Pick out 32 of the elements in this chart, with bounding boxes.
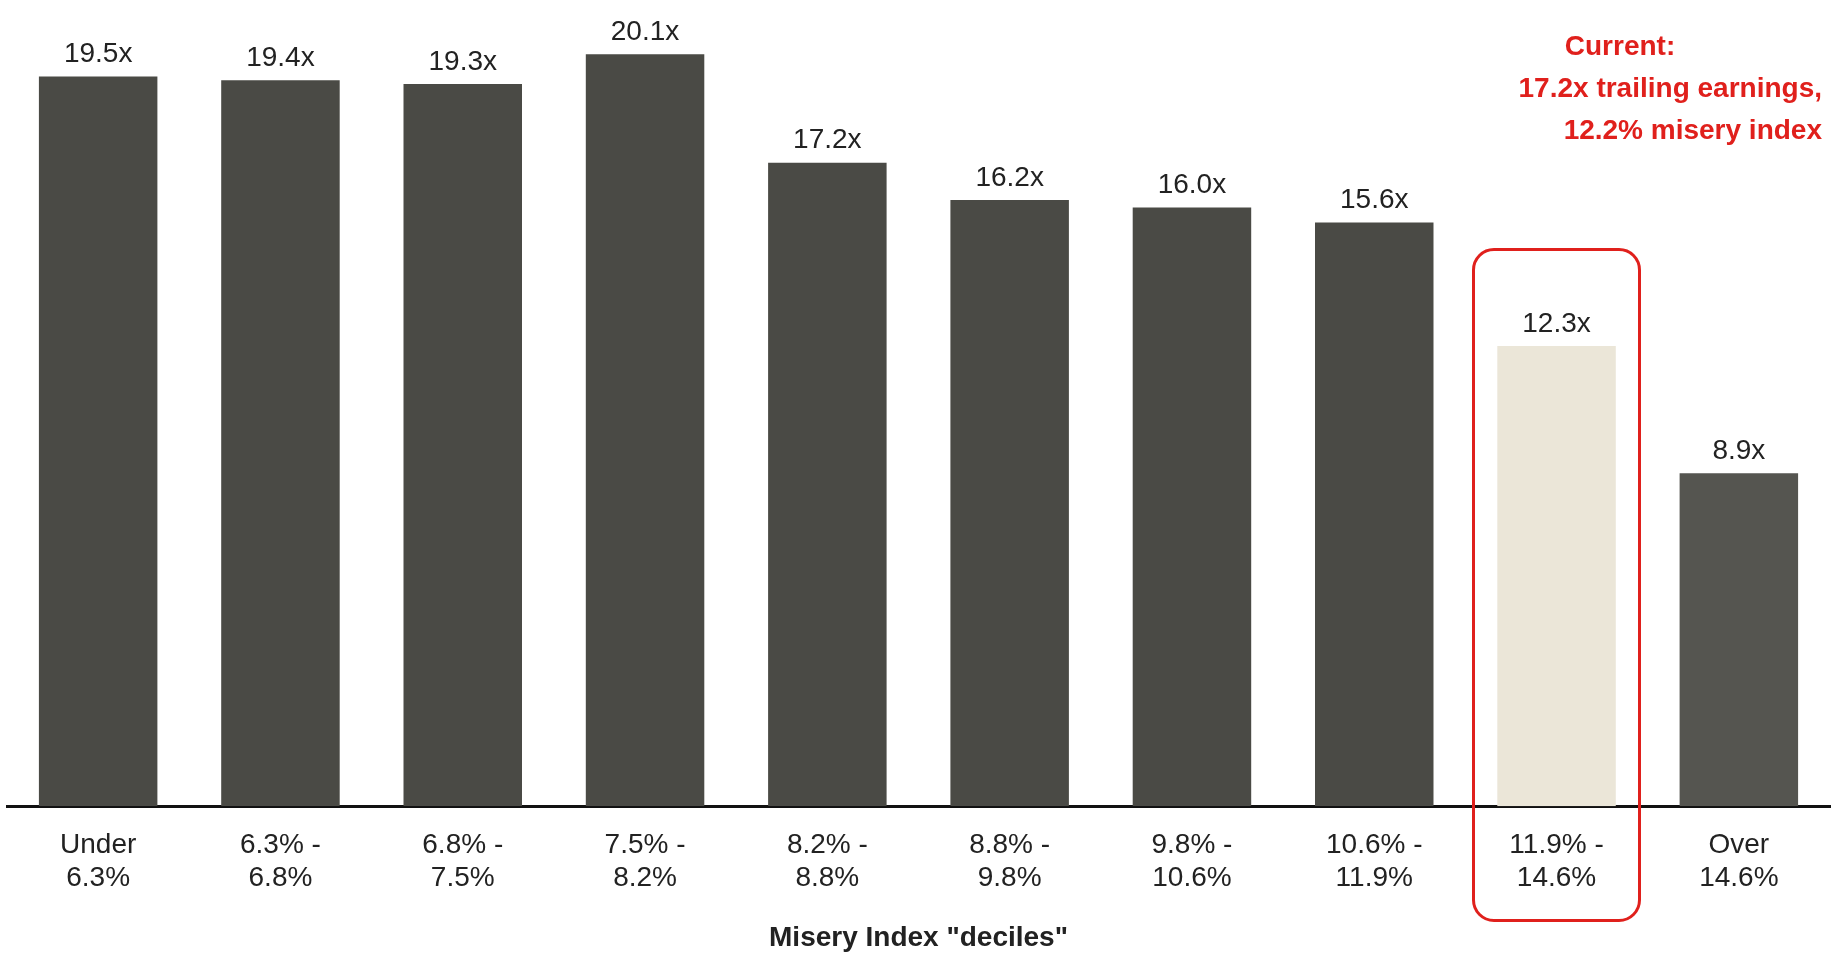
bar: [1132, 207, 1252, 807]
x-tick-label: 7.5% - 8.2%: [604, 827, 686, 893]
x-tick-label: 6.3% - 6.8%: [239, 827, 321, 893]
bar: [1679, 473, 1799, 807]
bar: [221, 80, 340, 807]
data-label: 19.5x: [63, 37, 133, 69]
annotation: Current: 17.2x trailing earnings, 12.2% misery index: [1518, 29, 1823, 145]
bar: [950, 200, 1069, 807]
data-label: 19.4x: [246, 41, 315, 73]
x-axis-title: Misery Index "deciles": [769, 920, 1068, 952]
x-tick-label: 9.8% - 10.6%: [1151, 827, 1233, 893]
x-tick-label: Under 6.3%: [60, 827, 137, 893]
data-label: 19.3x: [428, 44, 497, 76]
bar: [1315, 222, 1434, 807]
x-tick-label: Over 14.6%: [1699, 827, 1779, 893]
x-tick-label: 6.8% - 7.5%: [422, 827, 504, 893]
bar: [403, 84, 522, 807]
bar: [38, 76, 158, 807]
x-tick-label: 8.2% - 8.8%: [786, 827, 868, 893]
x-tick-label: 10.6% - 11.9%: [1326, 827, 1423, 893]
bar: [768, 162, 887, 807]
x-tick-label: 8.8% - 9.8%: [969, 827, 1051, 893]
data-label: 8.9x: [1712, 433, 1766, 465]
data-label: 12.3x: [1522, 306, 1591, 338]
bar: [1497, 345, 1616, 807]
data-label: 15.6x: [1340, 183, 1409, 215]
data-label: 16.0x: [1157, 168, 1227, 200]
data-label: 17.2x: [793, 123, 862, 155]
data-label: 20.1x: [610, 14, 680, 46]
bar: [585, 54, 705, 807]
x-tick-label: 11.9% - 14.6%: [1509, 827, 1604, 893]
data-label: 16.2x: [975, 160, 1044, 192]
